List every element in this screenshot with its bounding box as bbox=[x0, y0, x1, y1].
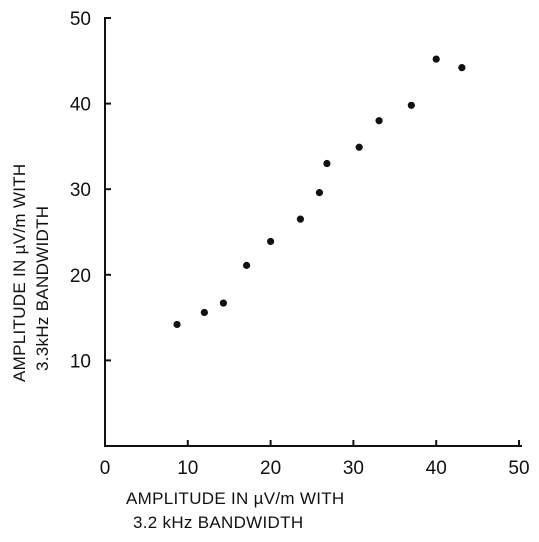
data-point bbox=[200, 308, 208, 317]
data-point bbox=[355, 143, 363, 151]
y-axis-title-line-2: 3.3kHz BANDWIDTH bbox=[33, 206, 52, 371]
data-point bbox=[267, 237, 275, 246]
x-tick-label: 40 bbox=[426, 458, 447, 479]
data-point bbox=[242, 261, 251, 269]
x-tick-label: 20 bbox=[260, 458, 281, 479]
x-tick-label: 30 bbox=[343, 458, 364, 479]
data-point bbox=[219, 299, 228, 307]
x-axis-title-line-2: 3.2 kHz BANDWIDTH bbox=[133, 513, 303, 532]
data-point bbox=[323, 159, 331, 168]
y-ticks: 10 20 30 40 50 bbox=[70, 9, 111, 372]
y-axis-title-line-1: AMPLITUDE IN µV/m WITH bbox=[10, 163, 29, 382]
x-axis-title-line-1: AMPLITUDE IN µV/m WITH bbox=[126, 489, 345, 508]
y-tick-label: 30 bbox=[70, 180, 91, 201]
data-points bbox=[173, 55, 466, 329]
y-tick-label: 40 bbox=[70, 95, 91, 116]
data-point bbox=[296, 215, 305, 223]
data-point bbox=[375, 117, 383, 125]
y-tick-label: 20 bbox=[70, 266, 91, 287]
data-point bbox=[458, 64, 466, 72]
data-point bbox=[407, 101, 415, 109]
data-point bbox=[432, 55, 440, 63]
data-point bbox=[315, 189, 324, 197]
x-tick-label: 10 bbox=[177, 458, 198, 479]
data-point bbox=[173, 320, 181, 329]
x-tick-label: 50 bbox=[508, 458, 529, 479]
x-ticks: 0 10 20 30 40 50 bbox=[100, 440, 530, 479]
y-tick-label: 10 bbox=[70, 351, 91, 372]
y-tick-label: 50 bbox=[70, 9, 91, 30]
x-tick-label: 0 bbox=[100, 458, 111, 479]
